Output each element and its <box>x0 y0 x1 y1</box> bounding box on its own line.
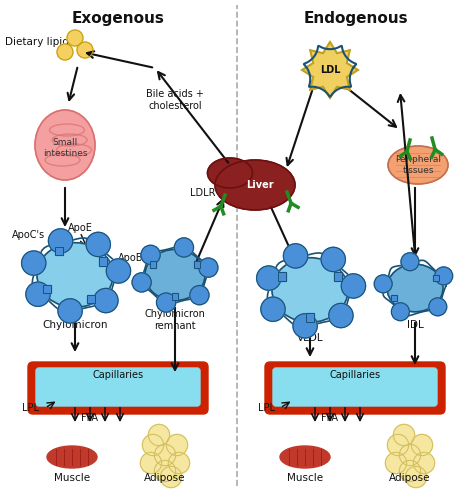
Circle shape <box>155 444 176 465</box>
Text: ApoB: ApoB <box>118 253 144 263</box>
Text: Liver: Liver <box>246 180 274 190</box>
Circle shape <box>341 274 365 298</box>
Circle shape <box>166 435 188 456</box>
Text: Chylomicron: Chylomicron <box>42 320 108 330</box>
FancyBboxPatch shape <box>194 261 201 268</box>
Ellipse shape <box>215 160 295 210</box>
FancyBboxPatch shape <box>265 362 445 414</box>
FancyBboxPatch shape <box>334 272 342 280</box>
Circle shape <box>168 452 190 474</box>
FancyBboxPatch shape <box>36 368 200 406</box>
Circle shape <box>106 259 130 283</box>
Circle shape <box>160 466 182 488</box>
Circle shape <box>293 314 317 338</box>
Circle shape <box>141 245 160 265</box>
Circle shape <box>94 288 118 313</box>
FancyBboxPatch shape <box>392 295 398 301</box>
Circle shape <box>374 275 392 293</box>
Text: FFA: FFA <box>321 413 338 423</box>
FancyBboxPatch shape <box>306 313 314 322</box>
Text: LDLR: LDLR <box>190 188 216 198</box>
Text: Exogenous: Exogenous <box>72 10 164 26</box>
Circle shape <box>429 298 447 316</box>
Ellipse shape <box>280 446 330 468</box>
Circle shape <box>22 251 46 275</box>
Circle shape <box>57 44 73 60</box>
Circle shape <box>148 424 170 446</box>
FancyBboxPatch shape <box>99 257 107 266</box>
FancyBboxPatch shape <box>28 362 208 414</box>
Text: IDL: IDL <box>407 320 423 330</box>
Circle shape <box>155 461 176 482</box>
Text: Capillaries: Capillaries <box>329 370 381 380</box>
Text: Peripheral
tissues: Peripheral tissues <box>395 155 441 175</box>
Circle shape <box>156 293 176 312</box>
Ellipse shape <box>47 446 97 468</box>
Ellipse shape <box>387 264 443 312</box>
Circle shape <box>385 452 407 474</box>
Circle shape <box>142 435 164 456</box>
Ellipse shape <box>37 243 113 307</box>
Ellipse shape <box>272 258 348 322</box>
FancyBboxPatch shape <box>172 293 178 300</box>
Text: LDL: LDL <box>320 65 340 75</box>
Circle shape <box>199 258 218 277</box>
Circle shape <box>174 238 193 257</box>
Circle shape <box>387 435 409 456</box>
FancyBboxPatch shape <box>55 247 63 255</box>
Text: Chylomicron
remnant: Chylomicron remnant <box>145 309 205 331</box>
Text: Muscle: Muscle <box>54 473 90 483</box>
FancyBboxPatch shape <box>433 275 439 281</box>
Text: ApoC's: ApoC's <box>12 230 45 240</box>
Circle shape <box>413 452 435 474</box>
FancyBboxPatch shape <box>273 368 437 406</box>
Circle shape <box>261 297 285 322</box>
Text: Capillaries: Capillaries <box>92 370 144 380</box>
Text: ApoE: ApoE <box>68 223 93 233</box>
Circle shape <box>58 299 82 323</box>
Circle shape <box>392 303 410 321</box>
Text: Small
intestines: Small intestines <box>43 138 87 158</box>
Text: Dietary lipids: Dietary lipids <box>5 37 74 47</box>
Circle shape <box>401 253 419 271</box>
Text: Adipose: Adipose <box>144 473 186 483</box>
FancyBboxPatch shape <box>150 261 156 268</box>
Circle shape <box>400 444 420 465</box>
Circle shape <box>256 266 281 290</box>
Ellipse shape <box>145 249 205 300</box>
Ellipse shape <box>388 146 448 184</box>
Circle shape <box>26 282 50 306</box>
Circle shape <box>48 229 73 253</box>
Text: Endogenous: Endogenous <box>304 10 408 26</box>
Circle shape <box>321 247 346 272</box>
Circle shape <box>393 424 415 446</box>
Text: LPL: LPL <box>258 403 275 413</box>
FancyBboxPatch shape <box>278 272 286 280</box>
Circle shape <box>329 303 353 327</box>
Text: VLDL: VLDL <box>297 333 323 343</box>
Ellipse shape <box>35 110 95 180</box>
Circle shape <box>190 286 209 305</box>
Ellipse shape <box>208 158 253 188</box>
Circle shape <box>283 244 308 268</box>
Circle shape <box>140 452 162 474</box>
FancyBboxPatch shape <box>87 295 95 303</box>
Circle shape <box>435 267 453 285</box>
Polygon shape <box>302 42 358 98</box>
Text: LPL: LPL <box>22 403 39 413</box>
Circle shape <box>132 273 151 292</box>
FancyBboxPatch shape <box>43 284 51 293</box>
Circle shape <box>400 461 420 482</box>
Text: Adipose: Adipose <box>389 473 431 483</box>
Circle shape <box>77 42 93 58</box>
Circle shape <box>86 232 110 257</box>
Circle shape <box>411 435 433 456</box>
Circle shape <box>405 466 427 488</box>
Circle shape <box>67 30 83 46</box>
Text: Bile acids +
cholesterol: Bile acids + cholesterol <box>146 89 204 111</box>
Text: FFA: FFA <box>82 413 99 423</box>
Text: Muscle: Muscle <box>287 473 323 483</box>
